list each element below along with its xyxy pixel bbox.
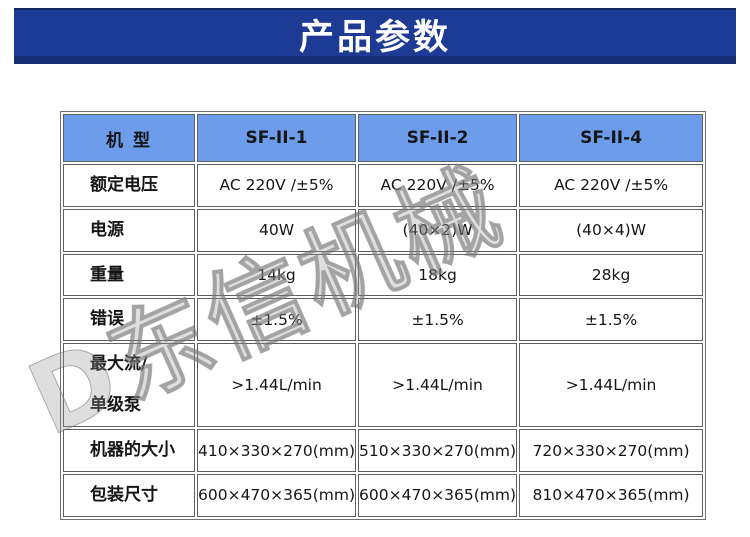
cell-value: (40×2)W: [358, 208, 518, 252]
cell-value: (40×4)W: [519, 208, 704, 252]
cell-value: AC 220V /±5%: [197, 164, 357, 207]
cell-value: ±1.5%: [358, 298, 518, 342]
table-header-sf-ii-4: SF-II-4: [519, 114, 704, 162]
row-label: 最大流/ 单级泵: [63, 343, 195, 428]
page-title: 产品参数: [298, 17, 451, 58]
table-row-rated-voltage: 额定电压 AC 220V /±5% AC 220V /±5% AC 220V /…: [63, 164, 704, 207]
table-row-max-flow: 最大流/ 单级泵 >1.44L/min >1.44L/min >1.44L/mi…: [63, 343, 704, 428]
cell-value: 810×470×365(mm): [519, 473, 704, 517]
cell-value: ±1.5%: [197, 298, 357, 342]
row-label: 错误: [63, 298, 195, 342]
table-row-power: 电源 40W (40×2)W (40×4)W: [63, 208, 704, 252]
cell-value: 600×470×365(mm): [358, 473, 518, 517]
row-label: 额定电压: [63, 164, 195, 207]
table-header-row: 机 型 SF-II-1 SF-II-2 SF-II-4: [63, 114, 704, 162]
cell-value: 410×330×270(mm): [197, 429, 357, 472]
table-row-weight: 重量 14kg 18kg 28kg: [63, 253, 704, 297]
table-header-sf-ii-1: SF-II-1: [197, 114, 357, 162]
banner: 产品参数: [14, 8, 736, 64]
cell-value: >1.44L/min: [519, 343, 704, 428]
cell-value: 600×470×365(mm): [197, 473, 357, 517]
cell-value: 720×330×270(mm): [519, 429, 704, 472]
row-label: 包装尺寸: [63, 473, 195, 517]
cell-value: >1.44L/min: [358, 343, 518, 428]
cell-value: AC 220V /±5%: [519, 164, 704, 207]
cell-value: 14kg: [197, 253, 357, 297]
table-header-sf-ii-2: SF-II-2: [358, 114, 518, 162]
row-label: 重量: [63, 253, 195, 297]
row-label: 机器的大小: [63, 429, 195, 472]
cell-value: ±1.5%: [519, 298, 704, 342]
cell-value: >1.44L/min: [197, 343, 357, 428]
product-parameters-table: 机 型 SF-II-1 SF-II-2 SF-II-4 额定电压 AC 220V…: [60, 111, 707, 520]
cell-value: 510×330×270(mm): [358, 429, 518, 472]
table-row-machine-size: 机器的大小 410×330×270(mm) 510×330×270(mm) 72…: [63, 429, 704, 472]
table-header-model: 机 型: [63, 114, 195, 162]
cell-value: AC 220V /±5%: [358, 164, 518, 207]
table-row-error: 错误 ±1.5% ±1.5% ±1.5%: [63, 298, 704, 342]
cell-value: 40W: [197, 208, 357, 252]
row-label: 电源: [63, 208, 195, 252]
cell-value: 18kg: [358, 253, 518, 297]
table-row-package-size: 包装尺寸 600×470×365(mm) 600×470×365(mm) 810…: [63, 473, 704, 517]
cell-value: 28kg: [519, 253, 704, 297]
